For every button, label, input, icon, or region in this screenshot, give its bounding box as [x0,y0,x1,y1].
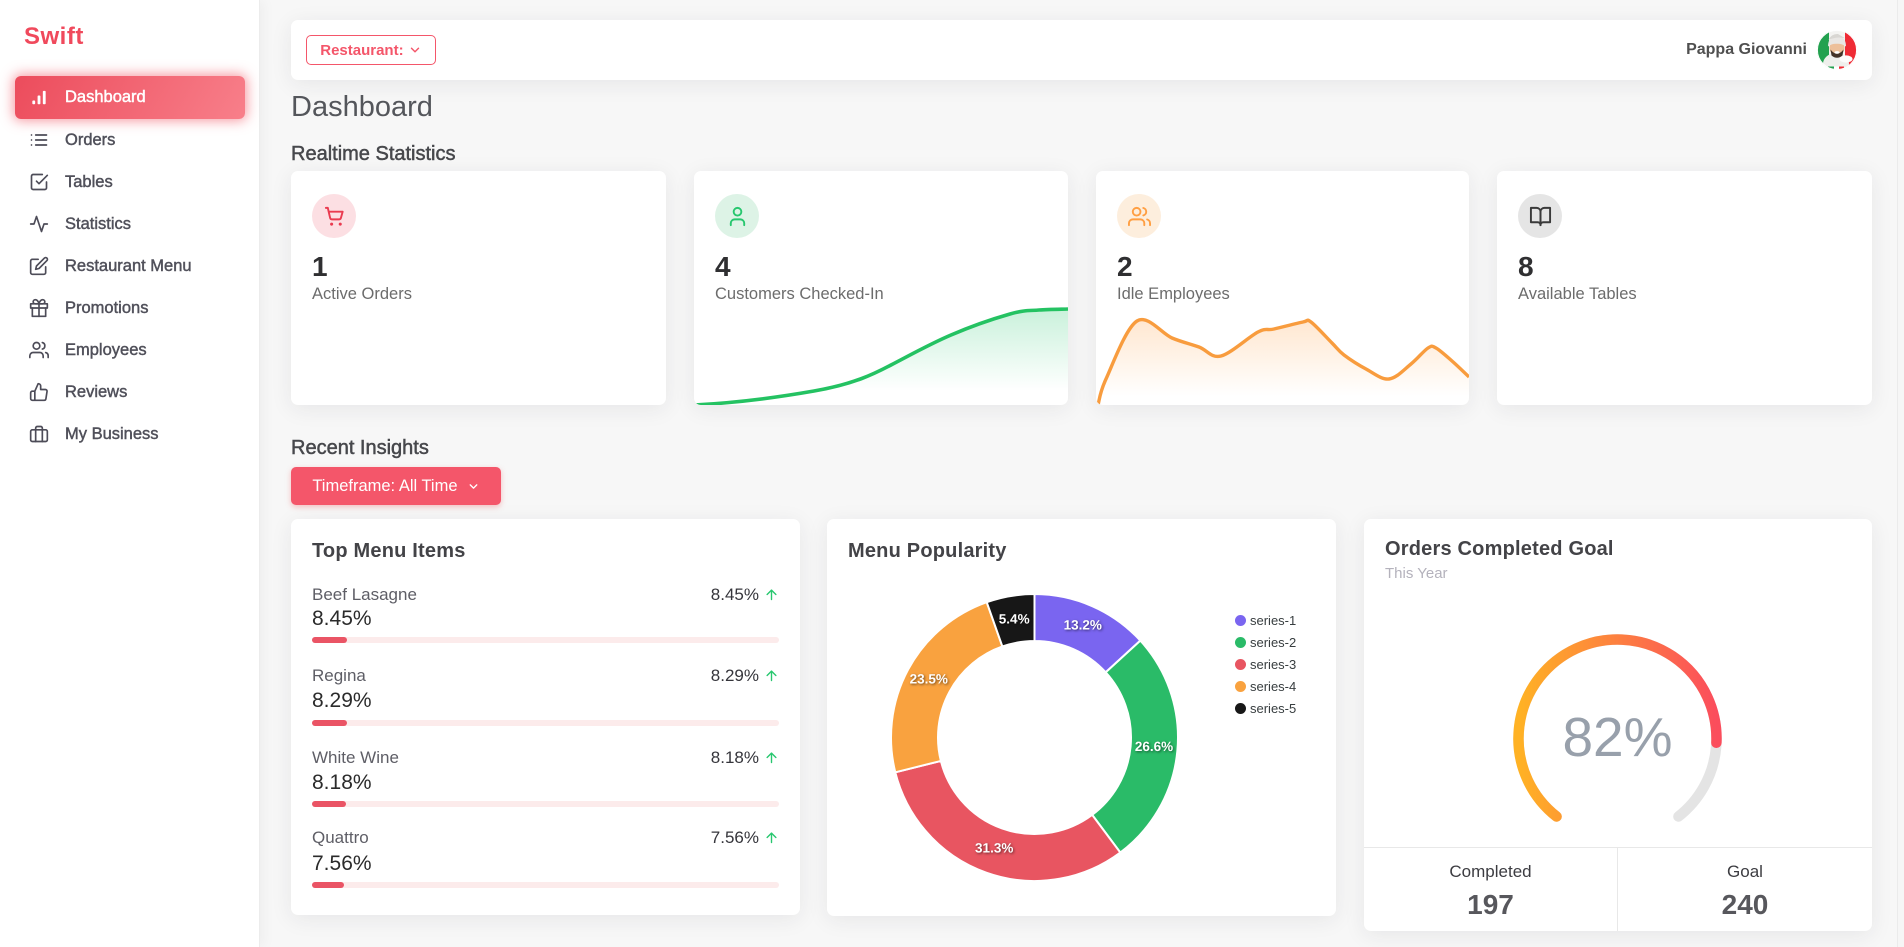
svg-text:26.6%: 26.6% [1135,739,1173,754]
svg-text:5.4%: 5.4% [999,612,1030,627]
svg-text:82%: 82% [1562,706,1672,768]
svg-text:23.5%: 23.5% [910,672,948,687]
svg-text:13.2%: 13.2% [1064,618,1102,633]
svg-text:31.3%: 31.3% [975,841,1013,856]
